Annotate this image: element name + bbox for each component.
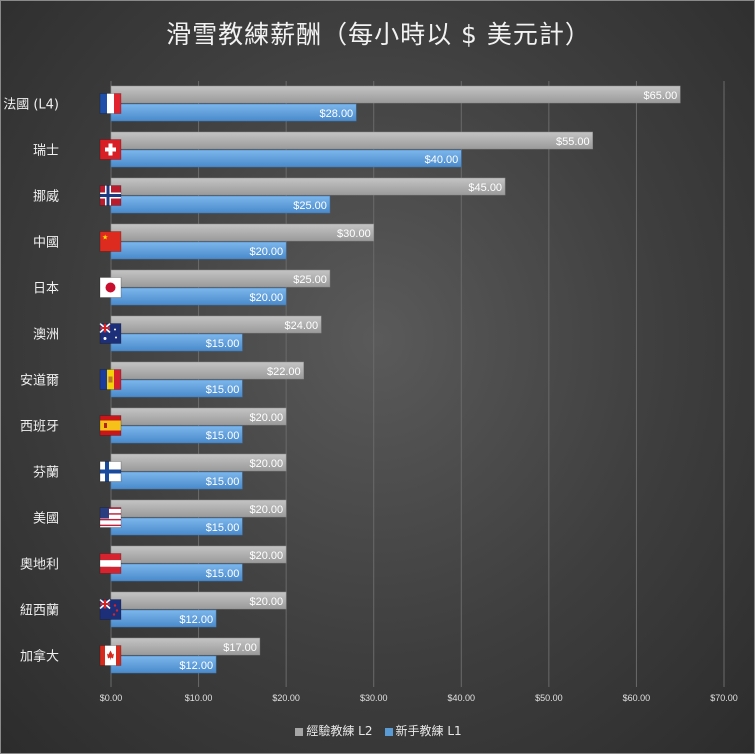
x-tick-label: $40.00 [448,693,476,703]
bar-l1 [110,149,462,168]
category-label: 加拿大 [20,649,59,665]
legend-item: 經驗教練 L2 [295,722,373,739]
data-label: $20.00 [249,550,283,562]
australia-flag-icon [99,322,122,344]
data-label: $22.00 [267,366,301,378]
china-flag-icon: ★ [99,231,122,252]
data-label: $25.00 [293,274,327,286]
data-label: $17.00 [223,642,257,654]
data-label: $20.00 [249,292,283,304]
data-label: $20.00 [249,596,283,608]
category-label: 中國 [33,236,59,251]
data-label: $15.00 [206,384,240,396]
canada-flag-icon [99,645,122,666]
japan-flag-icon [99,277,122,298]
data-label: $20.00 [249,246,283,258]
category-label: 法國 (L4) [3,98,59,113]
legend-label: 新手教練 L1 [395,724,462,738]
category-label: 日本 [33,282,59,297]
data-label: $15.00 [206,476,240,488]
data-label: $40.00 [425,154,459,166]
data-label: $25.00 [293,200,327,212]
category-label: 芬蘭 [33,465,59,481]
spain-flag-icon [99,415,122,436]
andorra-flag-icon [99,369,122,390]
data-label: $30.00 [337,228,371,240]
data-label: $12.00 [179,614,213,626]
category-label: 西班牙 [20,420,59,435]
norway-flag-icon [99,185,122,206]
bar-l2 [110,223,374,242]
data-label: $45.00 [468,182,502,194]
x-tick-label: $20.00 [272,693,300,703]
data-label: $12.00 [179,660,213,672]
category-label: 奧地利 [20,558,59,573]
data-label: $15.00 [206,338,240,350]
x-tick-label: $30.00 [360,693,388,703]
data-label: $55.00 [556,136,590,148]
legend-label: 經驗教練 L2 [306,724,373,738]
legend-item: 新手教練 L1 [384,722,462,739]
legend: 經驗教練 L2 新手教練 L1 [1,722,755,739]
finland-flag-icon [99,461,122,482]
data-label: $20.00 [249,458,283,470]
austria-flag-icon [99,553,122,574]
category-label: 美國 [33,512,59,527]
x-tick-label: $0.00 [100,693,123,703]
x-tick-label: $70.00 [710,693,738,703]
bar-l2 [110,85,681,104]
switzerland-flag-icon [99,139,122,160]
data-label: $28.00 [320,108,354,120]
usa-flag-icon [99,507,122,528]
category-label: 瑞士 [33,144,59,159]
svg-text:★: ★ [102,234,108,242]
data-label: $20.00 [249,412,283,424]
category-label: 澳洲 [33,327,59,343]
france-flag-icon [99,93,122,114]
data-label: $15.00 [206,568,240,580]
x-tick-label: $10.00 [185,693,213,703]
new-zealand-flag-icon [99,598,122,620]
data-label: $15.00 [206,522,240,534]
category-label: 挪威 [33,190,59,205]
data-label: $15.00 [206,430,240,442]
x-tick-label: $50.00 [535,693,563,703]
x-tick-label: $60.00 [623,693,651,703]
data-label: $65.00 [644,90,678,102]
data-label: $20.00 [249,504,283,516]
data-label: $24.00 [285,320,319,332]
legend-swatch [384,727,393,736]
category-label: 紐西蘭 [20,603,59,619]
legend-swatch [295,727,304,736]
chart-title: 滑雪教練薪酬（每小時以 $ 美元計） [166,20,591,49]
bar-l2 [110,131,593,150]
category-label: 安道爾 [20,374,59,389]
bar-l2 [110,177,506,196]
